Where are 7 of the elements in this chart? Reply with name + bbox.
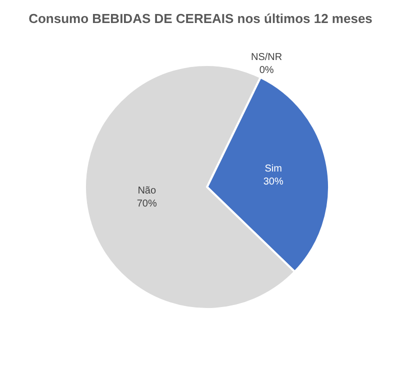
category-label: NS/NR: [251, 52, 282, 63]
slice-label: Sim: [264, 163, 282, 174]
text: 0%: [259, 65, 274, 76]
data-label: 70%: [136, 198, 157, 210]
data-label: 30%: [263, 176, 284, 188]
slice-label: Não: [138, 186, 156, 197]
chart-title: Consumo BEBIDAS DE CEREAIS nos últimos 12 meses: [28, 11, 372, 26]
